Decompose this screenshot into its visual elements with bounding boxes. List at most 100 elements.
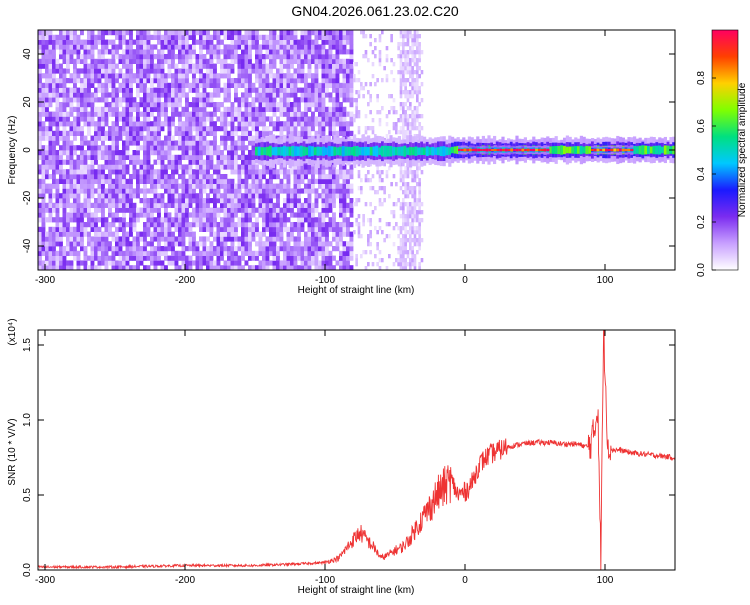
heatmap-cell (255, 164, 259, 170)
heatmap-cell (290, 49, 294, 55)
heatmap-cell (404, 194, 407, 199)
heatmap-cell (406, 254, 410, 259)
heatmap-cell (188, 255, 193, 261)
heatmap-cell (146, 68, 151, 74)
heatmap-cell (346, 121, 350, 127)
heatmap-cell (139, 102, 144, 108)
heatmap-cell (97, 169, 102, 175)
heatmap-cell (90, 246, 95, 252)
heatmap-cell (399, 238, 403, 243)
heatmap-cell (357, 130, 361, 135)
heatmap-cell (185, 231, 189, 237)
heatmap-cell (48, 260, 53, 266)
heatmap-cell (73, 116, 77, 122)
heatmap-cell (150, 106, 154, 112)
heatmap-cell (244, 193, 249, 199)
heatmap-cell (216, 54, 221, 60)
heatmap-cell (129, 111, 133, 117)
heatmap-cell (304, 135, 308, 141)
heatmap-cell (52, 140, 56, 146)
heatmap-cell (346, 49, 350, 55)
heatmap-cell (188, 246, 193, 252)
heatmap-cell (378, 218, 382, 223)
heatmap-cell (290, 30, 294, 36)
heatmap-cell (66, 135, 70, 141)
heatmap-cell (132, 174, 137, 180)
heatmap-cell (48, 135, 53, 141)
heatmap-cell (146, 30, 151, 36)
heatmap-cell (101, 217, 105, 223)
heatmap-cell (290, 226, 294, 232)
heatmap-cell (101, 87, 105, 93)
heatmap-cell (392, 242, 396, 247)
heatmap-cell (143, 92, 147, 98)
heatmap-cell (220, 135, 224, 141)
heatmap-cell (87, 154, 91, 160)
heatmap-cell (227, 34, 231, 40)
heatmap-cell (297, 121, 301, 127)
heatmap-cell (279, 49, 284, 55)
heatmap-cell (202, 39, 207, 45)
heatmap-cell (157, 140, 161, 146)
heatmap-cell (258, 193, 263, 199)
heatmap-cell (230, 217, 235, 223)
heatmap-cell (385, 134, 389, 139)
heatmap-cell (83, 140, 88, 146)
heatmap-cell (157, 193, 161, 199)
heatmap-cell (87, 39, 91, 45)
heatmap-cell (171, 63, 175, 69)
heatmap-cell (52, 202, 56, 208)
heatmap-cell (223, 188, 228, 194)
heatmap-cell (262, 126, 266, 132)
heatmap-cell (304, 241, 308, 247)
heatmap-cell (80, 183, 84, 189)
heatmap-cell (300, 212, 305, 218)
heatmap-cell (397, 234, 400, 239)
heatmap-cell (328, 68, 333, 74)
heatmap-cell (115, 92, 119, 98)
heatmap-cell (76, 222, 81, 228)
heatmap-cell (418, 46, 421, 51)
heatmap-cell (94, 226, 98, 232)
heatmap-cell (227, 217, 231, 223)
heatmap-cell (143, 231, 147, 237)
heatmap-cell (80, 44, 84, 50)
heatmap-cell (248, 159, 252, 165)
heatmap-cell (297, 106, 301, 112)
heatmap-cell (663, 145, 667, 155)
heatmap-cell (311, 222, 315, 228)
heatmap-cell (314, 202, 319, 208)
heatmap-cell (411, 258, 414, 263)
heatmap-cell (104, 30, 109, 36)
heatmap-cell (108, 231, 112, 237)
heatmap-cell (237, 63, 242, 69)
heatmap-cell (416, 46, 419, 51)
heatmap-cell (241, 49, 245, 55)
heatmap-cell (402, 170, 405, 175)
heatmap-cell (125, 116, 130, 122)
heatmap-cell (132, 164, 137, 170)
heatmap-cell (346, 174, 350, 180)
heatmap-cell (62, 198, 67, 204)
heatmap-cell (276, 116, 280, 122)
heatmap-cell (153, 246, 158, 252)
heatmap-cell (41, 222, 46, 228)
heatmap-cell (157, 68, 161, 74)
heatmap-cell (332, 78, 336, 84)
heatmap-cell (209, 111, 214, 117)
heatmap-cell (251, 207, 256, 213)
heatmap-cell (185, 178, 189, 184)
heatmap-cell (129, 231, 133, 237)
heatmap-cell (234, 54, 238, 60)
heatmap-cell (202, 164, 207, 170)
heatmap-cell (325, 92, 329, 98)
heatmap-cell (136, 87, 140, 93)
heatmap-cell (406, 210, 410, 215)
heatmap-cell (136, 58, 140, 64)
heatmap-cell (220, 121, 224, 127)
heatmap-cell (206, 73, 210, 79)
heatmap-cell (230, 198, 235, 204)
heatmap-cell (66, 34, 70, 40)
heatmap-cell (279, 54, 284, 60)
heatmap-cell (376, 78, 379, 83)
